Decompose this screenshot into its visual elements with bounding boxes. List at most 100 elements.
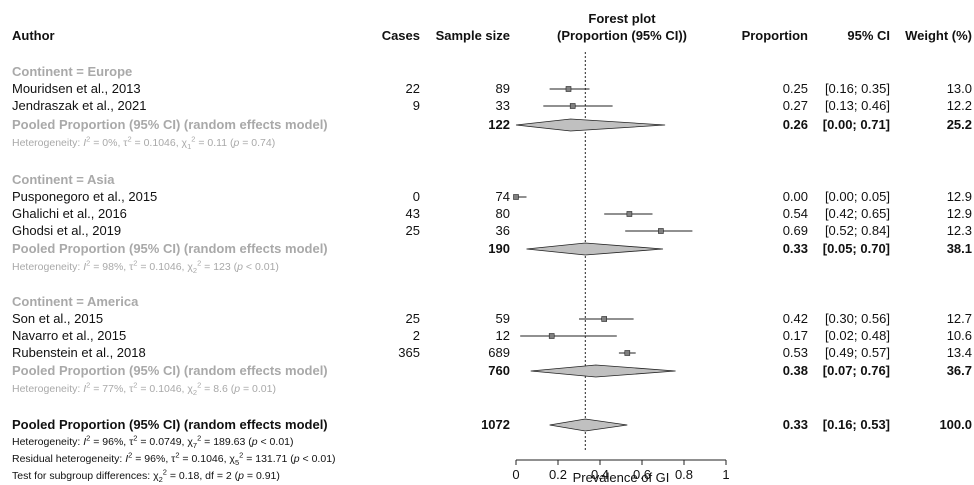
study-weight: 12.9 bbox=[946, 206, 972, 221]
x-tick-label: 1 bbox=[722, 467, 729, 482]
study-sample-size: 36 bbox=[495, 223, 510, 238]
header-cases: Cases bbox=[381, 28, 420, 43]
study-weight: 13.0 bbox=[946, 81, 972, 96]
study-author: Pusponegoro et al., 2015 bbox=[12, 189, 158, 204]
study-author: Rubenstein et al., 2018 bbox=[12, 345, 146, 360]
header-weight: Weight (%) bbox=[905, 28, 972, 43]
study-box bbox=[565, 86, 572, 92]
pooled-diamond bbox=[515, 118, 666, 132]
study-weight: 10.6 bbox=[946, 328, 972, 343]
study-ci: [0.52; 0.84] bbox=[824, 223, 890, 238]
overall-weight: 100.0 bbox=[939, 417, 972, 432]
pooled-weight: 25.2 bbox=[946, 117, 972, 132]
study-proportion: 0.54 bbox=[782, 206, 808, 221]
x-tick-label: 0 bbox=[512, 467, 519, 482]
pooled-weight: 36.7 bbox=[946, 363, 972, 378]
study-ci: [0.16; 0.35] bbox=[824, 81, 890, 96]
overall-ci: [0.16; 0.53] bbox=[822, 417, 890, 432]
study-ci: [0.13; 0.46] bbox=[824, 98, 890, 113]
pooled-sample-size: 190 bbox=[488, 241, 510, 256]
pooled-ci: [0.00; 0.71] bbox=[822, 117, 890, 132]
study-proportion: 0.25 bbox=[782, 81, 808, 96]
study-box bbox=[626, 211, 633, 217]
study-weight: 12.7 bbox=[946, 311, 972, 326]
study-sample-size: 689 bbox=[488, 345, 510, 360]
study-sample-size: 33 bbox=[495, 98, 510, 113]
study-author: Ghalichi et al., 2016 bbox=[12, 206, 127, 221]
pooled-sample-size: 760 bbox=[488, 363, 510, 378]
pooled-proportion: 0.33 bbox=[782, 241, 808, 256]
study-cases: 0 bbox=[412, 189, 420, 204]
study-author: Son et al., 2015 bbox=[12, 311, 104, 326]
study-box bbox=[569, 103, 576, 109]
study-box bbox=[624, 350, 631, 356]
x-tick-label: 0.2 bbox=[549, 467, 567, 482]
heterogeneity-america: Heterogeneity: I2 = 77%, τ2 = 0.1046, χ2… bbox=[12, 380, 276, 398]
study-cases: 9 bbox=[412, 98, 420, 113]
study-cases: 25 bbox=[405, 311, 420, 326]
study-cases: 43 bbox=[405, 206, 420, 221]
study-box bbox=[548, 333, 555, 339]
group-label-america: Continent = America bbox=[12, 294, 139, 309]
subgroup-differences-test: Test for subgroup differences: χ22 = 0.1… bbox=[12, 467, 280, 485]
pooled-diamond bbox=[530, 364, 676, 378]
study-ci: [0.42; 0.65] bbox=[824, 206, 890, 221]
study-author: Navarro et al., 2015 bbox=[12, 328, 127, 343]
study-proportion: 0.42 bbox=[782, 311, 808, 326]
study-box bbox=[513, 194, 519, 200]
study-proportion: 0.00 bbox=[782, 189, 808, 204]
pooled-weight: 38.1 bbox=[946, 241, 972, 256]
residual-heterogeneity: Residual heterogeneity: I2 = 96%, τ2 = 0… bbox=[12, 450, 336, 468]
header-sample-size: Sample size bbox=[435, 28, 510, 43]
study-ci: [0.49; 0.57] bbox=[824, 345, 890, 360]
study-sample-size: 12 bbox=[495, 328, 510, 343]
header-author: Author bbox=[12, 28, 55, 43]
study-cases: 22 bbox=[405, 81, 420, 96]
header-ci: 95% CI bbox=[847, 28, 890, 43]
x-tick-label: 0.8 bbox=[675, 467, 693, 482]
study-weight: 12.9 bbox=[946, 189, 972, 204]
heterogeneity-asia: Heterogeneity: I2 = 98%, τ2 = 0.1046, χ2… bbox=[12, 258, 279, 276]
group-label-asia: Continent = Asia bbox=[12, 172, 115, 187]
study-cases: 2 bbox=[412, 328, 420, 343]
study-box bbox=[601, 316, 608, 322]
pooled-proportion: 0.26 bbox=[782, 117, 808, 132]
pooled-label-america: Pooled Proportion (95% CI) (random effec… bbox=[12, 363, 328, 378]
study-author: Mouridsen et al., 2013 bbox=[12, 81, 141, 96]
study-author: Jendraszak et al., 2021 bbox=[12, 98, 147, 113]
pooled-diamond bbox=[526, 242, 664, 256]
study-proportion: 0.53 bbox=[782, 345, 808, 360]
study-sample-size: 59 bbox=[495, 311, 510, 326]
study-sample-size: 74 bbox=[495, 189, 510, 204]
pooled-diamond bbox=[549, 418, 628, 432]
pooled-ci: [0.07; 0.76] bbox=[822, 363, 890, 378]
overall-pooled-label: Pooled Proportion (95% CI) (random effec… bbox=[12, 417, 328, 432]
pooled-sample-size: 122 bbox=[488, 117, 510, 132]
study-cases: 25 bbox=[405, 223, 420, 238]
x-tick-label: 0.4 bbox=[591, 467, 609, 482]
group-label-europe: Continent = Europe bbox=[12, 64, 133, 79]
pooled-ci: [0.05; 0.70] bbox=[822, 241, 890, 256]
study-weight: 12.3 bbox=[946, 223, 972, 238]
header-plot-subtitle: (Proportion (95% CI)) bbox=[557, 28, 687, 43]
x-tick-label: 0.6 bbox=[633, 467, 651, 482]
study-weight: 13.4 bbox=[946, 345, 972, 360]
overall-sample-size: 1072 bbox=[481, 417, 510, 432]
overall-proportion: 0.33 bbox=[782, 417, 808, 432]
pooled-label-europe: Pooled Proportion (95% CI) (random effec… bbox=[12, 117, 328, 132]
study-cases: 365 bbox=[398, 345, 420, 360]
study-box bbox=[658, 228, 664, 234]
study-proportion: 0.69 bbox=[782, 223, 808, 238]
study-proportion: 0.17 bbox=[782, 328, 808, 343]
study-author: Ghodsi et al., 2019 bbox=[12, 223, 122, 238]
study-proportion: 0.27 bbox=[782, 98, 808, 113]
pooled-proportion: 0.38 bbox=[782, 363, 808, 378]
pooled-label-asia: Pooled Proportion (95% CI) (random effec… bbox=[12, 241, 328, 256]
study-ci: [0.30; 0.56] bbox=[824, 311, 890, 326]
study-ci: [0.00; 0.05] bbox=[824, 189, 890, 204]
x-axis-label: Prevalence of GI bbox=[573, 470, 670, 485]
overall-heterogeneity: Heterogeneity: I2 = 96%, τ2 = 0.0749, χ7… bbox=[12, 433, 294, 451]
study-ci: [0.02; 0.48] bbox=[824, 328, 890, 343]
